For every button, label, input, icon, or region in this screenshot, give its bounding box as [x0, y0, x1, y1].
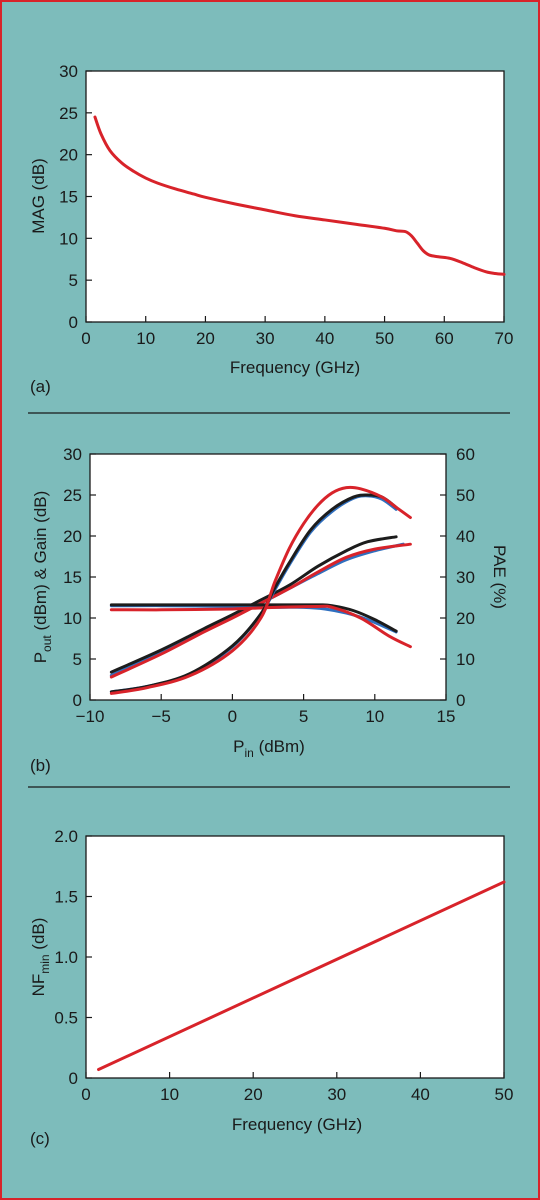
- panel-label-c: (c): [30, 1129, 50, 1148]
- x-tick-label: 50: [375, 329, 394, 348]
- y-tick-label: 10: [63, 609, 82, 628]
- x-tick-label: 30: [327, 1085, 346, 1104]
- y-tick-label: 5: [73, 650, 82, 669]
- x-ticks-a: 0 10 20 30 40 50 60 70: [81, 316, 513, 348]
- y-tick-label: 25: [59, 104, 78, 123]
- y-tick-label: 20: [63, 527, 82, 546]
- x-tick-label: 30: [256, 329, 275, 348]
- panel-label-a: (a): [30, 377, 51, 396]
- series-line-red: [93, 115, 506, 276]
- x-tick-label: 40: [411, 1085, 430, 1104]
- y-tick-label: 0.5: [54, 1009, 78, 1028]
- y-tick-label: 1.5: [54, 888, 78, 907]
- y-tick-label: 5: [69, 271, 78, 290]
- plot-area-a: [85, 70, 505, 323]
- y2-tick-label: 60: [456, 445, 475, 464]
- x-tick-label: 60: [435, 329, 454, 348]
- series-line-red-gain: [109, 604, 412, 649]
- y-tick-label: 0: [69, 313, 78, 332]
- x-tick-label: 10: [365, 707, 384, 726]
- x-axis-label-b: Pin (dBm): [233, 737, 305, 760]
- y-tick-label: 10: [59, 229, 78, 248]
- series-c: [97, 880, 506, 1072]
- chart-panel-a: 0 10 20 30 40 50 60 70 0 5 10 15 20 25 30 Frequency (…: [29, 62, 513, 396]
- series-line-red-pout: [109, 542, 412, 679]
- x-tick-label: 50: [495, 1085, 514, 1104]
- x-ticks-c: 0 10 20 30 40 50: [81, 1072, 513, 1104]
- y2-tick-label: 10: [456, 650, 475, 669]
- series-line-black-gain: [109, 603, 398, 633]
- x-tick-label: 0: [81, 1085, 90, 1104]
- x-tick-label: 0: [81, 329, 90, 348]
- y2-tick-label: 30: [456, 568, 475, 587]
- y-tick-label: 1.0: [54, 948, 78, 967]
- x-tick-label: 10: [136, 329, 155, 348]
- x-tick-label: 10: [160, 1085, 179, 1104]
- y-ticks-b: 0 5 10 15 20 25 30: [63, 445, 96, 710]
- y-axis-label-c: NFmin (dB): [29, 918, 52, 997]
- panel-label-b: (b): [30, 756, 51, 775]
- y-ticks-a: 0 5 10 15 20 25 30: [59, 62, 92, 332]
- x-tick-label: 5: [299, 707, 308, 726]
- y-tick-label: 15: [63, 568, 82, 587]
- y-tick-label: 20: [59, 146, 78, 165]
- y2-ticks-b: 0 10 20 30 40 50 60: [440, 445, 475, 710]
- y-ticks-c: 0 0.5 1.0 1.5 2.0: [54, 827, 92, 1088]
- y-tick-label: 30: [59, 62, 78, 81]
- y-tick-label: 15: [59, 188, 78, 207]
- x-tick-label: 0: [228, 707, 237, 726]
- y-tick-label: 2.0: [54, 827, 78, 846]
- x-tick-label: 20: [244, 1085, 263, 1104]
- series-line-red: [97, 880, 506, 1072]
- y-tick-label: 0: [69, 1069, 78, 1088]
- y2-tick-label: 0: [456, 691, 465, 710]
- y-tick-label: 25: [63, 486, 82, 505]
- x-tick-label: 70: [495, 329, 514, 348]
- series-line-black-pae: [109, 493, 398, 694]
- y2-tick-label: 20: [456, 609, 475, 628]
- x-tick-label: −5: [152, 707, 171, 726]
- series-line-black-pout: [109, 535, 398, 674]
- y2-tick-label: 40: [456, 527, 475, 546]
- x-axis-label-c: Frequency (GHz): [232, 1115, 362, 1134]
- x-axis-label-a: Frequency (GHz): [230, 358, 360, 377]
- y2-axis-label-b: PAE (%): [490, 545, 509, 609]
- x-tick-label: 20: [196, 329, 215, 348]
- y-tick-label: 30: [63, 445, 82, 464]
- y-axis-label-b: Pout (dBm) & Gain (dB): [31, 491, 54, 664]
- y-tick-label: 0: [73, 691, 82, 710]
- x-tick-label: 15: [437, 707, 456, 726]
- series-b: [109, 485, 412, 695]
- x-tick-label: −10: [76, 707, 105, 726]
- x-ticks-b: −10 −5 0 5 10 15: [76, 694, 456, 726]
- plot-area-c: [85, 835, 505, 1079]
- x-tick-label: 40: [315, 329, 334, 348]
- y-axis-label-a: MAG (dB): [29, 158, 48, 234]
- chart-panel-c: 0 10 20 30 40 50 0 0.5 1.0 1.5 2.0 Frequency (GHz…: [29, 827, 513, 1148]
- y2-tick-label: 50: [456, 486, 475, 505]
- series-line-red-pae: [109, 485, 412, 695]
- series-a: [93, 115, 506, 276]
- chart-panel-b: −10 −5 0 5 10 15 0 5 10 15 20 25 30 0 10 20 30 40 50 60 P…: [30, 445, 509, 775]
